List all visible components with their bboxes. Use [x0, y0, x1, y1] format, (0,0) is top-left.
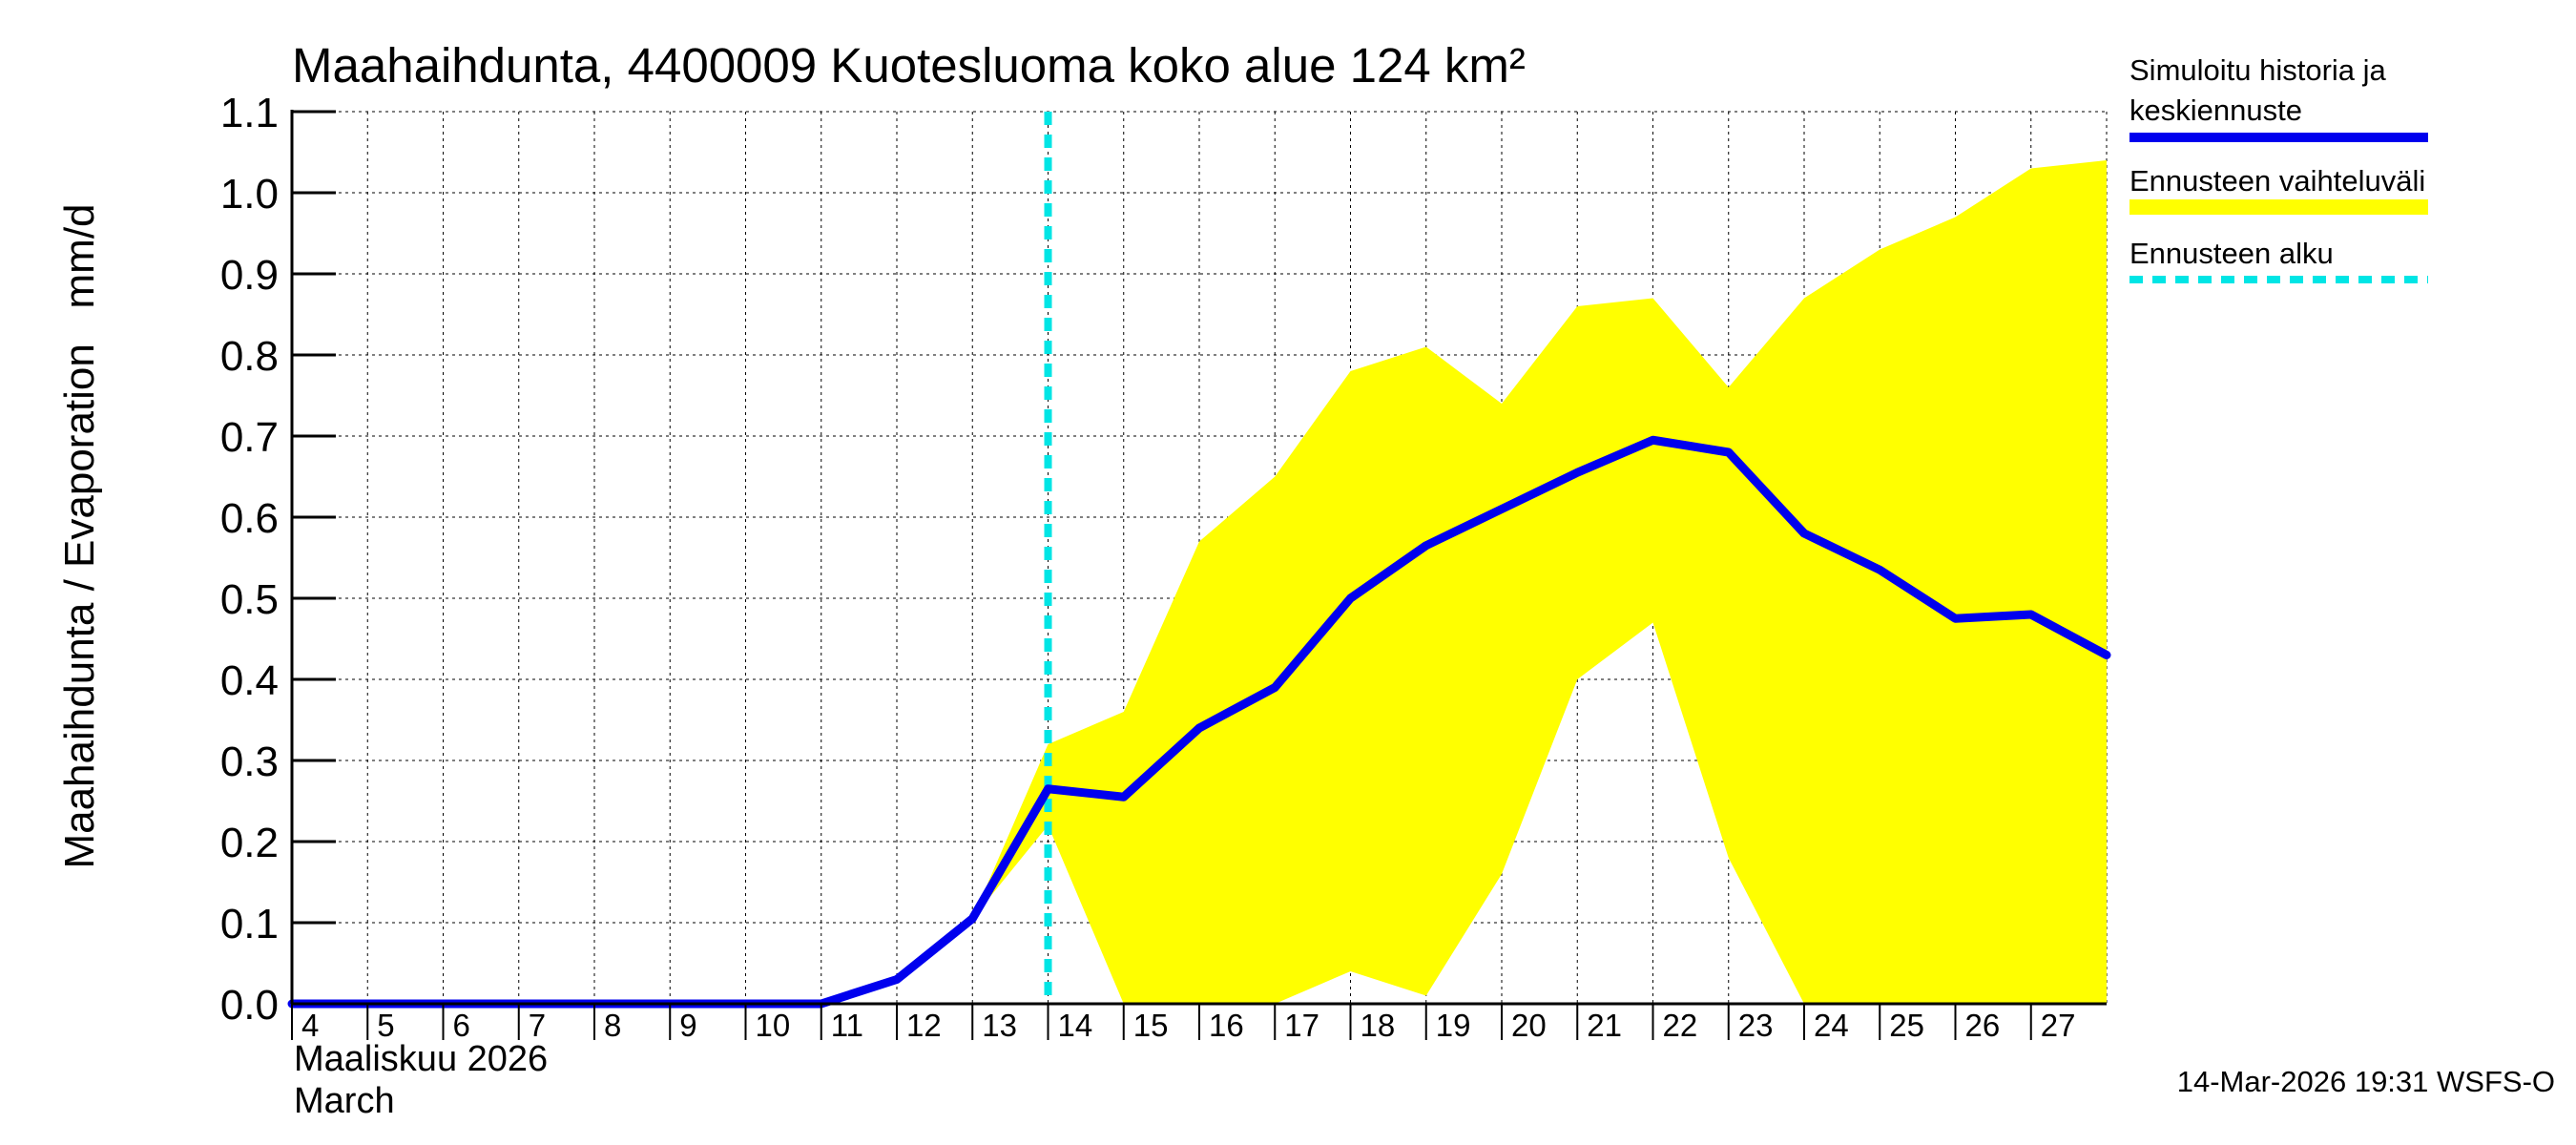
x-tick-label: 24 — [1814, 1008, 1849, 1043]
y-tick-label: 0.2 — [220, 820, 279, 866]
x-tick-label: 7 — [529, 1008, 546, 1043]
x-tick-label: 27 — [2041, 1008, 2076, 1043]
footer-timestamp: 14-Mar-2026 19:31 WSFS-O — [2177, 1065, 2555, 1098]
y-ticks: 0.0 0.1 0.2 0.3 0.4 0.5 0.6 0.7 0.8 0.9 1.0 1.1 — [220, 90, 336, 1029]
x-tick-label: 23 — [1738, 1008, 1774, 1043]
month-label-en: March — [294, 1081, 395, 1121]
legend: Simuloitu historia ja keskiennuste Ennus… — [2129, 53, 2428, 283]
x-tick-label: 26 — [1965, 1008, 2001, 1043]
y-tick-label: 0.3 — [220, 739, 279, 785]
legend-label-range: Ennusteen vaihteluväli — [2129, 164, 2425, 198]
x-tick-label: 11 — [831, 1008, 863, 1043]
x-tick-label: 16 — [1209, 1008, 1244, 1043]
y-tick-label: 0.8 — [220, 333, 279, 380]
x-tick-label: 21 — [1587, 1008, 1622, 1043]
x-tick-label: 4 — [301, 1008, 319, 1043]
x-tick-label: 17 — [1284, 1008, 1319, 1043]
y-tick-label: 0.6 — [220, 495, 279, 542]
x-tick-label: 8 — [604, 1008, 621, 1043]
legend-label-simulated-2: keskiennuste — [2129, 94, 2302, 127]
x-tick-label: 6 — [453, 1008, 470, 1043]
chart-title: Maahaihdunta, 4400009 Kuotesluoma koko a… — [292, 38, 1526, 93]
x-tick-label: 20 — [1511, 1008, 1547, 1043]
y-tick-label: 1.0 — [220, 171, 279, 218]
x-tick-label: 18 — [1361, 1008, 1396, 1043]
y-axis-label: Maahaihdunta / Evaporation mm/d — [56, 203, 103, 868]
x-tick-label: 19 — [1436, 1008, 1471, 1043]
forecast-range-band — [972, 160, 2107, 1004]
y-tick-label: 0.9 — [220, 252, 279, 299]
x-tick-label: 13 — [982, 1008, 1017, 1043]
x-tick-label: 25 — [1889, 1008, 1924, 1043]
y-tick-label: 0.0 — [220, 982, 279, 1029]
x-tick-label: 22 — [1663, 1008, 1698, 1043]
x-tick-label: 15 — [1133, 1008, 1169, 1043]
x-ticks: 4 5 6 7 8 9 10 11 12 13 14 15 16 17 18 19 20 21 22 23 24 25 26… — [291, 1004, 2076, 1043]
y-tick-label: 0.4 — [220, 657, 279, 704]
x-tick-label: 12 — [906, 1008, 942, 1043]
x-tick-label: 5 — [377, 1008, 394, 1043]
y-tick-label: 0.1 — [220, 901, 279, 947]
x-tick-label: 10 — [756, 1008, 791, 1043]
month-label-fi: Maaliskuu 2026 — [294, 1039, 548, 1079]
x-tick-label: 14 — [1058, 1008, 1093, 1043]
y-tick-label: 1.1 — [220, 90, 279, 136]
legend-label-simulated-1: Simuloitu historia ja — [2129, 53, 2387, 87]
x-tick-label: 9 — [679, 1008, 696, 1043]
y-tick-label: 0.5 — [220, 576, 279, 623]
y-tick-label: 0.7 — [220, 414, 279, 461]
legend-label-forecast-start: Ennusteen alku — [2129, 237, 2334, 270]
